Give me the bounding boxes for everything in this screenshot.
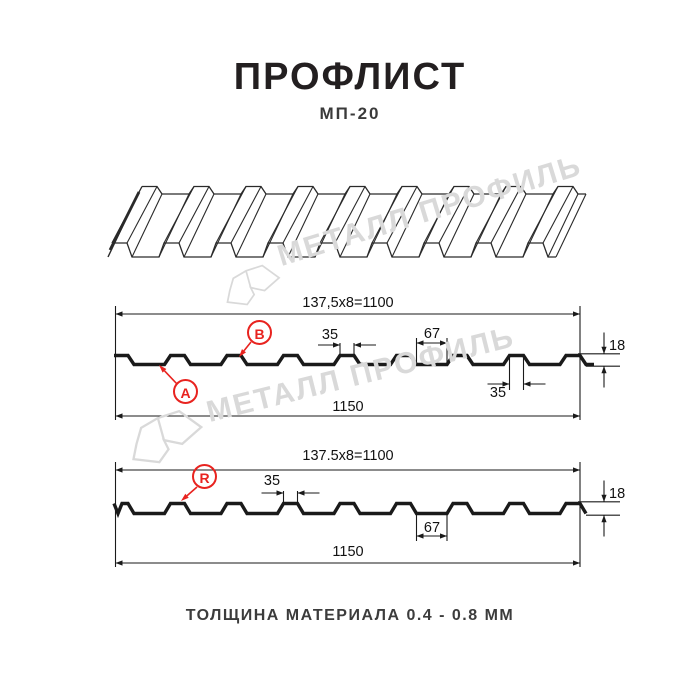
dim-pitch-top-profile: 137,5x8=1100 xyxy=(302,295,394,311)
dim-valley-width-top-profile: 67 xyxy=(423,326,441,342)
material-thickness-note: ТОЛЩИНА МАТЕРИАЛА 0.4 - 0.8 ММ xyxy=(185,607,515,624)
profile-model-subtitle: МП-20 xyxy=(319,104,381,123)
dim-pitch-bottom-profile: 137.5x8=1100 xyxy=(302,448,394,464)
metall-profil-logo-watermark xyxy=(132,409,204,464)
dim-valley-width-bottom-profile: 67 xyxy=(423,520,441,536)
metall-profil-logo-watermark xyxy=(226,264,281,306)
dim-rib-width-bottom-profile: 35 xyxy=(263,473,281,489)
side-r-marker: R xyxy=(192,464,217,489)
dim-height-top-profile: 18 xyxy=(609,338,626,354)
dim-rib-width-2-top-profile: 35 xyxy=(489,385,507,401)
dim-total-width-bottom-profile: 1150 xyxy=(332,544,364,560)
dim-height-bottom-profile: 18 xyxy=(609,486,626,502)
side-b-marker: B xyxy=(247,320,272,345)
dim-total-width-top-profile: 1150 xyxy=(332,399,364,415)
side-a-marker: A xyxy=(173,379,198,404)
page-title: ПРОФЛИСТ xyxy=(233,56,467,98)
dim-rib-width-top-profile: 35 xyxy=(321,327,339,343)
sheet-3d-view xyxy=(107,185,587,258)
cross-section-top xyxy=(114,306,620,420)
